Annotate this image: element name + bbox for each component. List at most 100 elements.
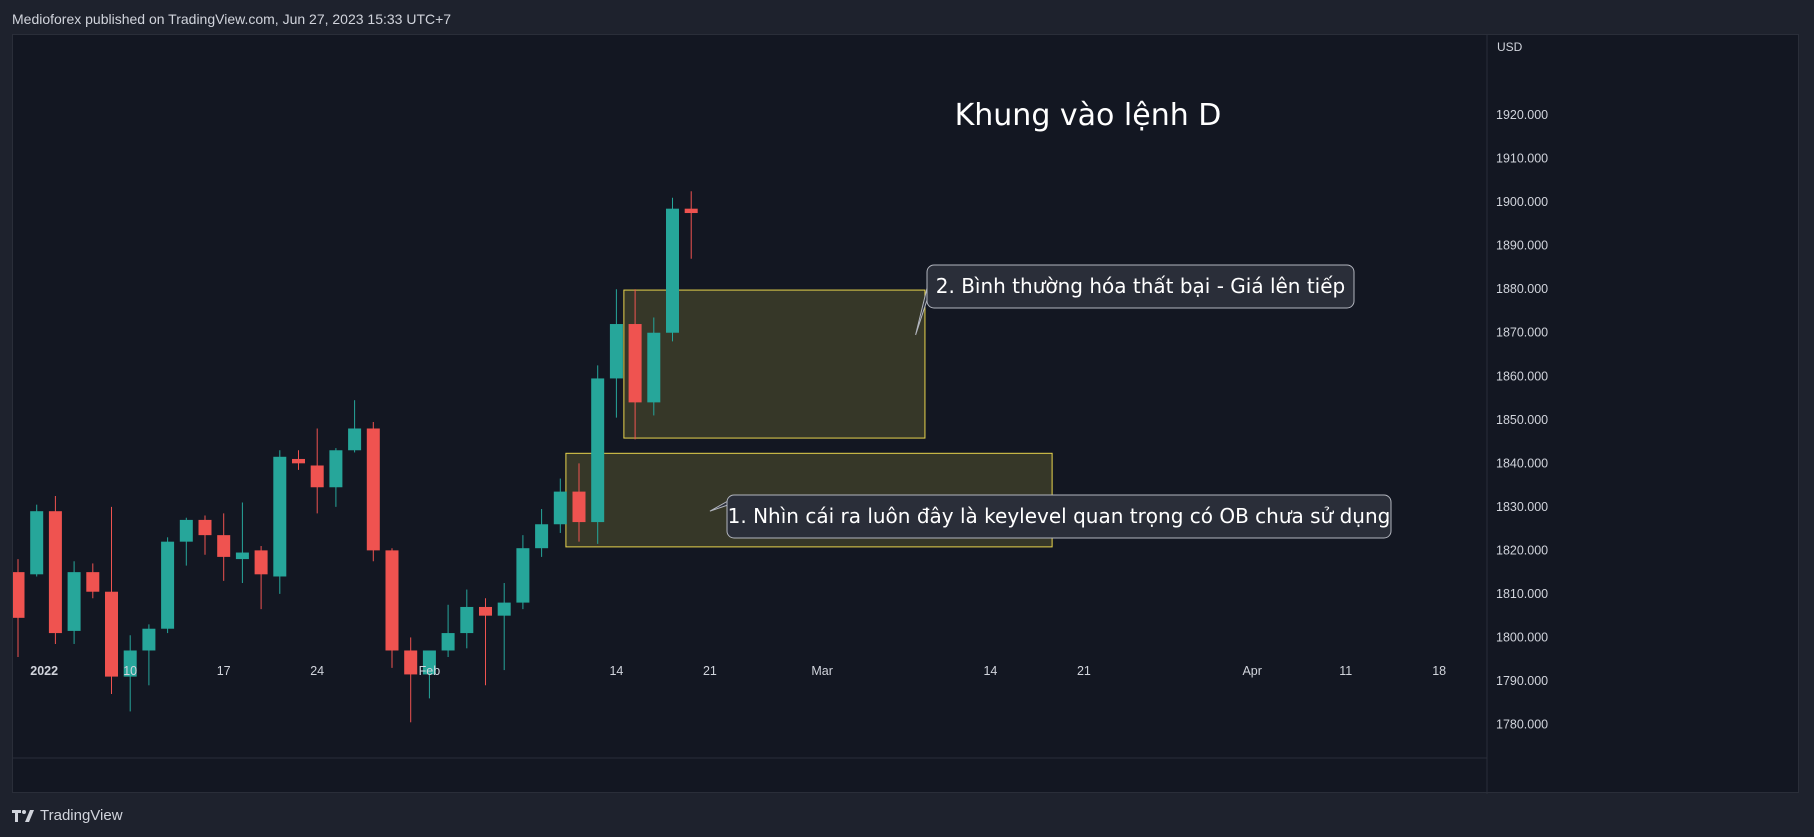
x-tick-label: 18: [1432, 664, 1446, 678]
candlestick-chart[interactable]: USD Khung vào lệnh D 1920.000 1910.000 190…: [13, 35, 1800, 794]
footer-brand: TradingView: [40, 807, 123, 824]
candle-body: [179, 519, 193, 542]
candle-21[interactable]: [385, 548, 399, 668]
candle-body: [479, 606, 492, 616]
y-tick-label: 1830.000: [1496, 500, 1548, 514]
x-tick-label: 24: [310, 664, 324, 678]
candle-body: [628, 324, 642, 403]
candle-body: [142, 628, 156, 651]
y-tick-label: 1880.000: [1496, 282, 1548, 296]
y-tick-label: 1910.000: [1496, 152, 1548, 166]
candle-35[interactable]: [647, 317, 661, 416]
candle-body: [273, 456, 287, 577]
candle-body: [497, 602, 511, 616]
candle-body: [48, 511, 62, 634]
callout-1[interactable]: 2. Bình thường hóa thất bại - Giá lên ti…: [915, 264, 1355, 336]
candle-34[interactable]: [628, 289, 642, 440]
candle-25[interactable]: [460, 589, 474, 649]
candle-29[interactable]: [535, 509, 549, 557]
candle-33[interactable]: [609, 289, 623, 418]
candle-4[interactable]: [67, 561, 81, 644]
candle-body: [404, 650, 418, 675]
candle-13[interactable]: [235, 502, 249, 584]
candle-body: [666, 208, 679, 333]
x-tick-label: 11: [1339, 664, 1352, 678]
candle-body: [348, 428, 362, 451]
y-tick-label: 1860.000: [1496, 369, 1548, 383]
x-tick-label: 21: [1077, 664, 1091, 678]
y-tick-label: 1850.000: [1496, 413, 1548, 427]
candle-30[interactable]: [553, 478, 567, 533]
callout-seam: [928, 279, 931, 295]
candle-10[interactable]: [179, 517, 193, 566]
x-tick-label: 2022: [30, 664, 58, 678]
candle-body: [385, 550, 399, 651]
candle-12[interactable]: [217, 513, 231, 581]
plot-area: [13, 191, 1053, 723]
candle-body: [123, 650, 137, 677]
chart-panel[interactable]: USD Khung vào lệnh D 1920.000 1910.000 190…: [12, 34, 1800, 794]
x-tick-label: Apr: [1242, 664, 1261, 678]
candle-body: [235, 552, 249, 560]
x-tick-label: 14: [983, 664, 997, 678]
x-tick-label: Mar: [811, 664, 833, 678]
candle-8[interactable]: [142, 624, 156, 686]
candle-32[interactable]: [591, 365, 605, 544]
candle-36[interactable]: [666, 197, 679, 342]
callouts: 2. Bình thường hóa thất bại - Giá lên ti…: [709, 264, 1392, 539]
candle-body: [647, 332, 661, 403]
callout-2[interactable]: 1. Nhìn cái ra luôn đây là keylevel quan…: [709, 494, 1392, 539]
candle-26[interactable]: [479, 598, 492, 686]
candle-body: [441, 633, 455, 651]
y-tick-label: 1900.000: [1496, 195, 1548, 209]
candle-1[interactable]: [13, 559, 25, 658]
candle-19[interactable]: [348, 400, 362, 453]
candle-body: [591, 378, 605, 523]
candle-37[interactable]: [684, 191, 698, 259]
candle-3[interactable]: [48, 495, 62, 644]
candle-5[interactable]: [86, 563, 100, 599]
candle-body: [516, 548, 530, 603]
x-tick-label: 10: [123, 664, 137, 678]
candle-body: [553, 491, 567, 525]
candle-11[interactable]: [198, 515, 212, 555]
y-axis: 1920.000 1910.000 1900.000 1890.000 1880.000…: [1496, 108, 1548, 731]
y-tick-label: 1780.000: [1496, 717, 1548, 731]
published-info: Medioforex published on TradingView.com,…: [12, 11, 452, 27]
y-tick-label: 1800.000: [1496, 630, 1548, 644]
candle-16[interactable]: [292, 450, 305, 470]
y-tick-label: 1810.000: [1496, 587, 1548, 601]
tradingview-logo-icon[interactable]: [12, 809, 34, 823]
currency-label: USD: [1497, 40, 1523, 54]
candle-24[interactable]: [441, 604, 455, 658]
candle-body: [198, 519, 212, 536]
candle-9[interactable]: [161, 537, 175, 634]
candle-23[interactable]: [422, 650, 436, 699]
candle-17[interactable]: [310, 428, 324, 514]
candle-body: [684, 208, 698, 214]
x-axis: 2022 10 17 24 Feb 14 21 Mar 14 21 Apr 11 18: [30, 664, 1446, 678]
candle-18[interactable]: [329, 448, 343, 507]
x-tick-label: Feb: [419, 664, 441, 678]
candle-2[interactable]: [30, 504, 44, 577]
y-tick-label: 1840.000: [1496, 456, 1548, 470]
footer: TradingView: [12, 807, 123, 824]
candle-27[interactable]: [497, 583, 511, 671]
candle-body: [30, 511, 44, 575]
candle-20[interactable]: [366, 421, 380, 562]
candle-28[interactable]: [516, 535, 530, 610]
callout-box: [926, 264, 1355, 309]
candle-body: [292, 458, 305, 464]
y-tick-label: 1870.000: [1496, 326, 1548, 340]
candle-6[interactable]: [105, 506, 118, 695]
candle-7[interactable]: [123, 635, 137, 712]
candle-15[interactable]: [273, 450, 287, 594]
callout-box: [726, 494, 1392, 539]
candle-body: [460, 606, 474, 634]
candle-body: [161, 541, 175, 629]
candle-31[interactable]: [572, 463, 586, 542]
candle-22[interactable]: [404, 637, 418, 723]
candle-14[interactable]: [254, 546, 268, 610]
candle-body: [217, 535, 231, 557]
candle-body: [366, 428, 380, 551]
